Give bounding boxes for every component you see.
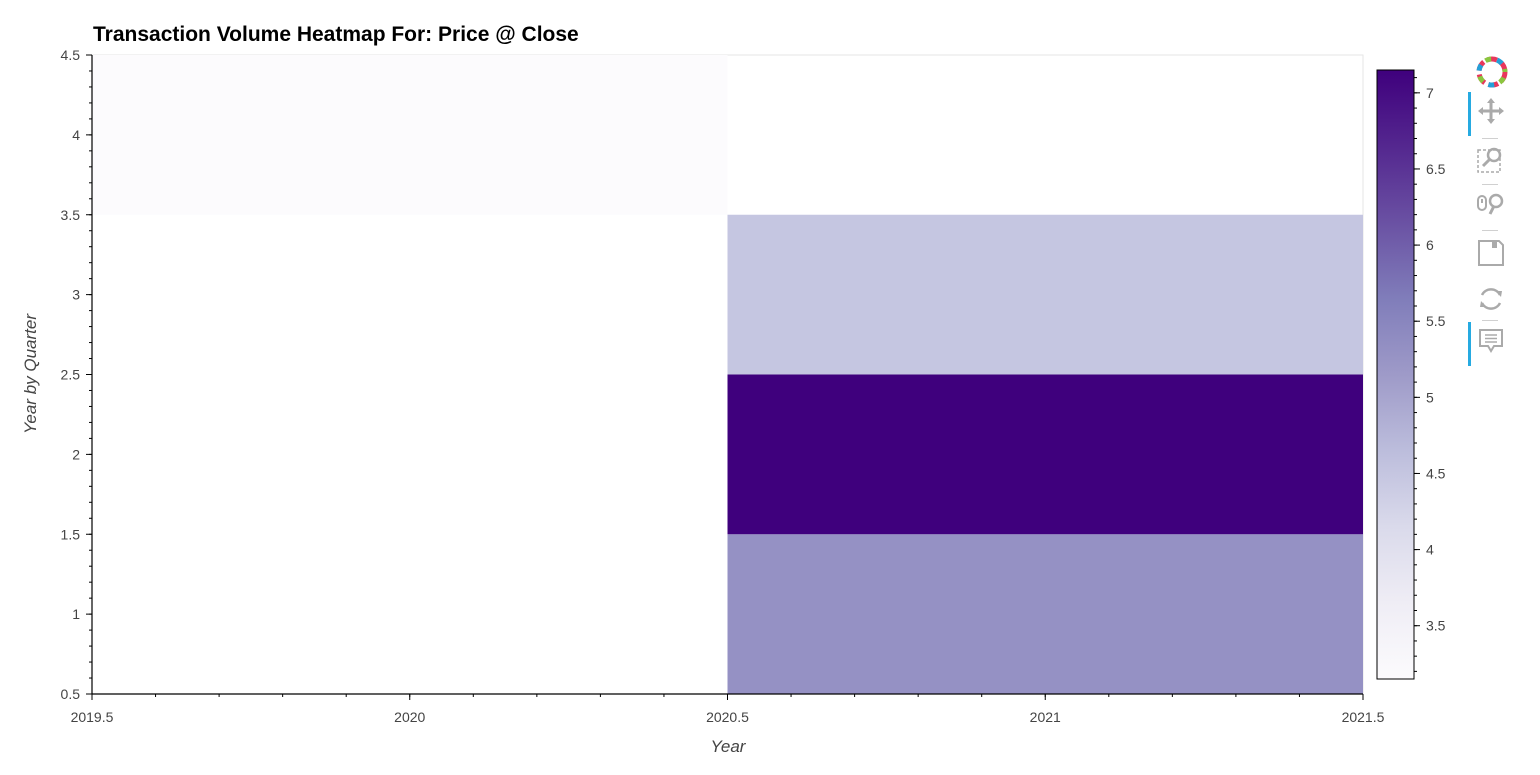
reset-icon bbox=[1480, 288, 1502, 310]
bokeh-logo-icon[interactable] bbox=[1466, 52, 1516, 88]
colorbar-tick-label: 5 bbox=[1426, 389, 1434, 405]
colorbar-ticks: 3.5 4 4.5 5 5.5 6 6.5 7 bbox=[1414, 77, 1446, 672]
y-tick-label: 2 bbox=[72, 446, 80, 462]
x-tick-label: 2021 bbox=[1030, 709, 1061, 725]
colorbar-tick-label: 5.5 bbox=[1426, 313, 1446, 329]
chart-title: Transaction Volume Heatmap For: Price @ … bbox=[93, 23, 579, 46]
hover-tooltip-icon bbox=[1479, 329, 1503, 353]
y-tick-label: 3 bbox=[72, 287, 80, 303]
colorbar-tick-label: 4 bbox=[1426, 542, 1434, 558]
y-tick-label: 1 bbox=[72, 606, 80, 622]
toolbar-separator bbox=[1482, 320, 1498, 321]
hover-tool-button[interactable] bbox=[1466, 322, 1516, 366]
toolbar-separator bbox=[1482, 184, 1498, 185]
colorbar-tick-label: 7 bbox=[1426, 85, 1434, 101]
colorbar-tick-label: 4.5 bbox=[1426, 465, 1446, 481]
colorbar-tick-label: 6 bbox=[1426, 237, 1434, 253]
box-zoom-tool-button[interactable] bbox=[1466, 140, 1516, 180]
y-tick-label: 3.5 bbox=[61, 207, 81, 223]
y-axis-label: Year by Quarter bbox=[21, 313, 40, 434]
y-tick-label: 0.5 bbox=[61, 686, 81, 702]
box-zoom-icon bbox=[1477, 147, 1502, 173]
move-arrows-icon bbox=[1478, 98, 1504, 124]
chart-toolbar bbox=[1466, 52, 1516, 382]
y-tick-label: 1.5 bbox=[61, 526, 81, 542]
heatmap-cells bbox=[92, 55, 1363, 694]
x-axis: 2019.5 2020 2020.5 2021 2021.5 bbox=[71, 693, 1385, 725]
y-tick-label: 4 bbox=[72, 127, 80, 143]
y-tick-label: 4.5 bbox=[61, 47, 81, 63]
wheel-zoom-tool-button[interactable] bbox=[1466, 186, 1516, 226]
wheel-zoom-icon bbox=[1477, 193, 1504, 215]
heatmap-cell bbox=[727, 214, 1363, 375]
x-tick-label: 2021.5 bbox=[1342, 709, 1385, 725]
x-axis-label: Year bbox=[711, 737, 747, 756]
colorbar-tick-label: 6.5 bbox=[1426, 161, 1446, 177]
colorbar bbox=[1376, 69, 1415, 680]
x-tick-label: 2020 bbox=[394, 709, 425, 725]
reset-tool-button[interactable] bbox=[1466, 280, 1516, 320]
heatmap-cell bbox=[727, 374, 1363, 535]
pan-tool-button[interactable] bbox=[1466, 92, 1516, 136]
save-icon bbox=[1478, 240, 1504, 266]
y-axis: 0.5 1 1.5 2 2.5 3 3.5 4 4.5 bbox=[61, 47, 93, 702]
colorbar-gradient bbox=[1376, 69, 1415, 680]
x-tick-label: 2020.5 bbox=[706, 709, 749, 725]
heatmap-cell bbox=[92, 55, 728, 215]
toolbar-separator bbox=[1482, 138, 1498, 139]
toolbar-separator bbox=[1482, 230, 1498, 231]
x-tick-label: 2019.5 bbox=[71, 709, 114, 725]
y-tick-label: 2.5 bbox=[61, 367, 81, 383]
save-tool-button[interactable] bbox=[1466, 234, 1516, 274]
heatmap-cell bbox=[727, 534, 1363, 694]
colorbar-tick-label: 3.5 bbox=[1426, 618, 1446, 634]
